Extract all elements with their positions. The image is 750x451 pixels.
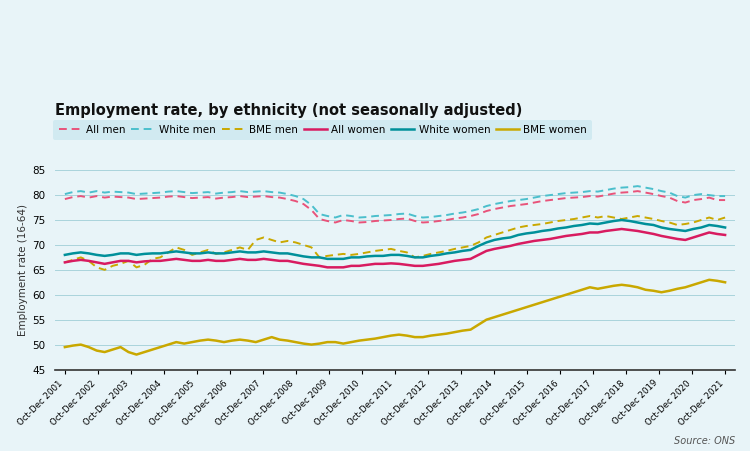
Text: Employment rate, by ethnicity (not seasonally adjusted): Employment rate, by ethnicity (not seaso… bbox=[55, 103, 522, 118]
Text: Source: ONS: Source: ONS bbox=[674, 437, 735, 446]
Y-axis label: Employment rate (16-64): Employment rate (16-64) bbox=[18, 204, 28, 336]
Legend: All men, White men, BME men, All women, White women, BME women: All men, White men, BME men, All women, … bbox=[53, 120, 593, 140]
